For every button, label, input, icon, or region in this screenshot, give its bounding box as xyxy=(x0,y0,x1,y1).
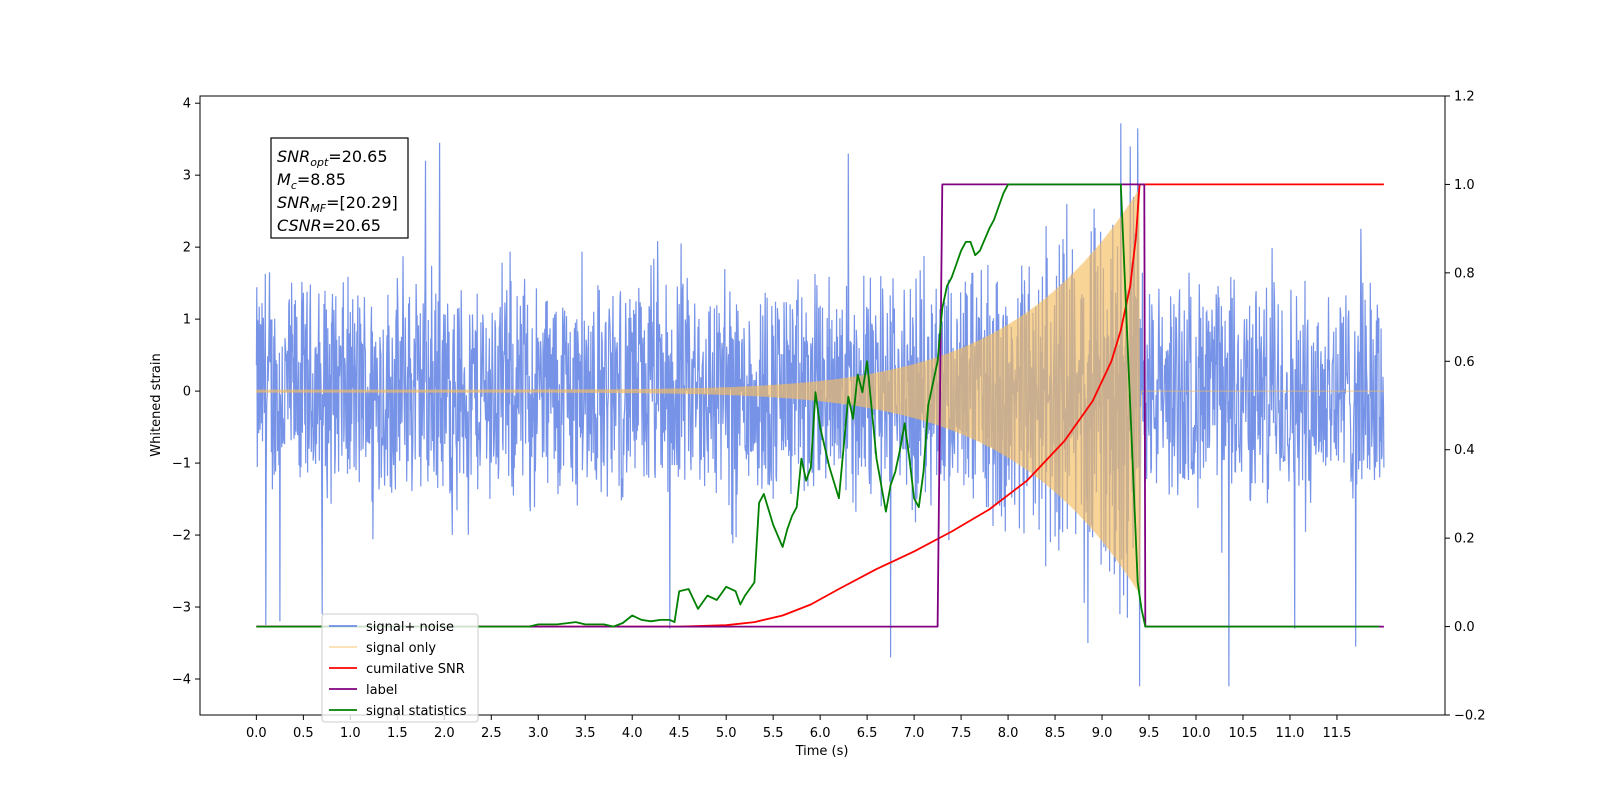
legend-label: signal only xyxy=(366,641,436,656)
y-left-tick-label: −4 xyxy=(172,673,191,688)
y-left-tick-label: 4 xyxy=(183,97,191,112)
x-tick-label: 2.5 xyxy=(481,726,502,741)
x-tick-label: 5.5 xyxy=(763,726,784,741)
y-axis-left: −4 −3 −2 −1 0 1 2 3 4 xyxy=(172,97,200,688)
x-tick-label: 10.0 xyxy=(1182,726,1211,741)
series-layer xyxy=(255,123,1385,687)
x-tick-label: 4.5 xyxy=(669,726,690,741)
x-tick-label: 7.0 xyxy=(904,726,925,741)
x-tick-label: 3.5 xyxy=(575,726,596,741)
annotation-line: Mc=8.85 xyxy=(277,170,346,192)
x-tick-label: 1.0 xyxy=(340,726,361,741)
annotation-line: CSNR=20.65 xyxy=(277,216,381,235)
y-left-tick-label: −1 xyxy=(172,457,191,472)
y-axis-label-left: Whitened strain xyxy=(149,353,164,456)
legend-label: label xyxy=(366,683,397,698)
series-cumulative-snr xyxy=(256,183,1384,628)
x-tick-label: 6.0 xyxy=(810,726,831,741)
series-signal-plus-noise xyxy=(255,123,1385,687)
legend-frame xyxy=(321,613,479,723)
series-signal-statistics xyxy=(256,183,1380,628)
x-tick-label: 5.0 xyxy=(716,726,737,741)
x-axis: 0.0 0.5 1.0 1.5 2.0 2.5 3.0 3.5 4.0 4.5 5.0 5.5 6.0 6… xyxy=(246,715,1351,741)
y-right-tick-label: 0.0 xyxy=(1454,620,1475,635)
snr-annotation-box: SNRopt=20.65Mc=8.85SNRMF=[20.29]CSNR=20.… xyxy=(270,137,409,239)
x-axis-label: Time (s) xyxy=(795,744,849,759)
x-tick-label: 1.5 xyxy=(387,726,408,741)
y-left-tick-label: 2 xyxy=(183,241,191,256)
y-left-tick-label: 1 xyxy=(183,313,191,328)
x-tick-label: 3.0 xyxy=(528,726,549,741)
x-tick-label: 8.0 xyxy=(998,726,1019,741)
y-axis-right: −0.2 0.0 0.2 0.4 0.6 0.8 1.0 1.2 xyxy=(1445,90,1486,724)
y-left-tick-label: −2 xyxy=(172,529,191,544)
y-right-tick-label: 0.6 xyxy=(1454,355,1475,370)
legend-label: signal statistics xyxy=(366,704,467,719)
y-right-tick-label: 0.8 xyxy=(1454,266,1475,281)
legend-label: signal+ noise xyxy=(366,620,454,635)
y-right-tick-label: 0.4 xyxy=(1454,443,1475,458)
y-right-tick-label: 1.0 xyxy=(1454,178,1475,193)
y-left-tick-label: 3 xyxy=(183,169,191,184)
x-tick-label: 11.0 xyxy=(1275,726,1304,741)
x-tick-label: 11.5 xyxy=(1322,726,1351,741)
x-tick-label: 7.5 xyxy=(951,726,972,741)
x-tick-label: 0.0 xyxy=(246,726,267,741)
y-left-tick-label: −3 xyxy=(172,601,191,616)
plot-frame xyxy=(199,95,1446,716)
x-tick-label: 0.5 xyxy=(293,726,314,741)
annotation-frame xyxy=(270,137,409,239)
annotation-line: SNRMF=[20.29] xyxy=(277,193,398,215)
legend: signal+ noise signal only cumilative SNR la… xyxy=(321,613,479,723)
x-tick-label: 6.5 xyxy=(857,726,878,741)
x-tick-label: 4.0 xyxy=(622,726,643,741)
x-tick-label: 9.0 xyxy=(1092,726,1113,741)
y-left-tick-label: 0 xyxy=(183,385,191,400)
annotation-line: SNRopt=20.65 xyxy=(277,147,388,169)
y-right-tick-label: −0.2 xyxy=(1454,709,1486,724)
x-tick-label: 8.5 xyxy=(1045,726,1066,741)
y-right-tick-label: 0.2 xyxy=(1454,532,1475,547)
series-signal-only xyxy=(255,188,1384,595)
y-right-tick-label: 1.2 xyxy=(1454,90,1475,105)
x-tick-label: 10.5 xyxy=(1229,726,1258,741)
x-tick-label: 9.5 xyxy=(1139,726,1160,741)
legend-label: cumilative SNR xyxy=(366,662,465,677)
x-tick-label: 2.0 xyxy=(434,726,455,741)
